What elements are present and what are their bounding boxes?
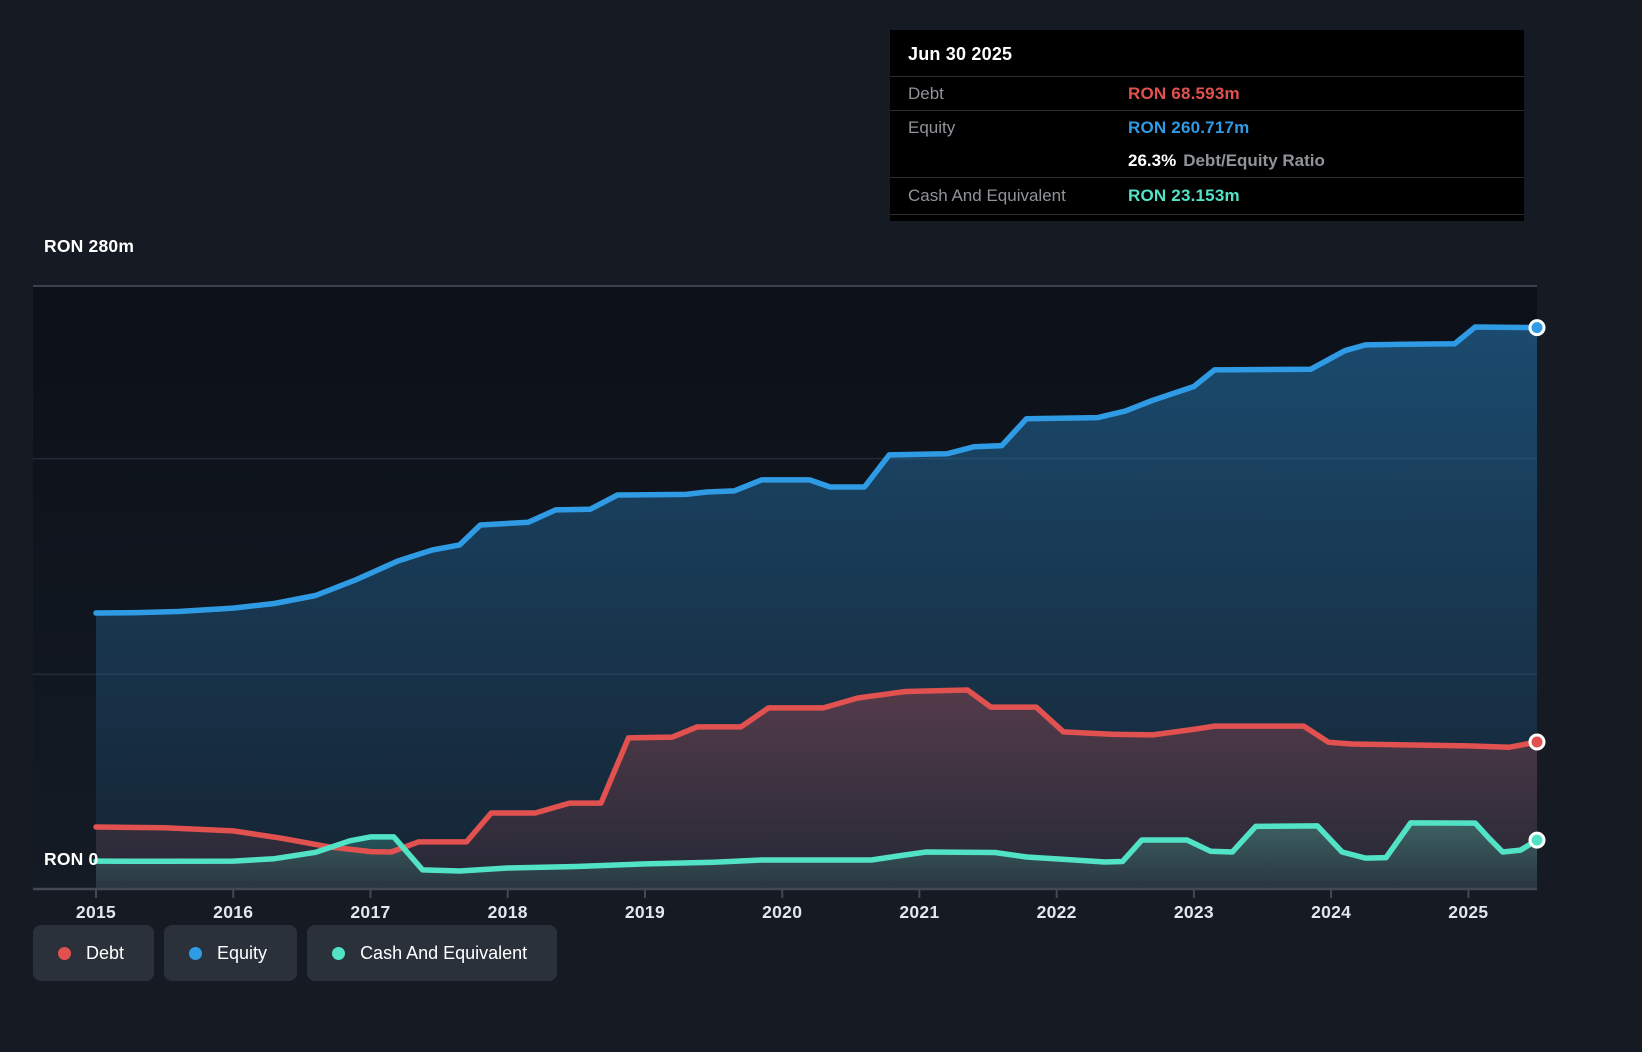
x-axis-label-2023: 2023 <box>1174 902 1214 923</box>
debt-endpoint-marker[interactable] <box>1530 735 1544 749</box>
legend-label-equity: Equity <box>217 943 267 964</box>
tooltip-ratio-value: 26.3% <box>1128 151 1176 171</box>
tooltip-equity-label: Equity <box>908 118 1128 138</box>
equity-legend-dot-icon <box>189 947 202 960</box>
legend: Debt Equity Cash And Equivalent <box>33 925 557 981</box>
x-axis-label-2019: 2019 <box>625 902 665 923</box>
tooltip-cash-value: RON 23.153m <box>1128 186 1240 206</box>
cash-and-equivalent-endpoint-marker[interactable] <box>1530 833 1544 847</box>
legend-chip-cash-and-equivalent[interactable]: Cash And Equivalent <box>307 925 557 981</box>
debt-equity-history-panel: RON 280m RON 0 2015 2016 2017 2018 2019 2020 2… <box>0 0 1642 1052</box>
x-axis-label-2016: 2016 <box>213 902 253 923</box>
legend-label-cash-and-equivalent: Cash And Equivalent <box>360 943 527 964</box>
tooltip: Jun 30 2025 Debt RON 68.593m Equity RON … <box>890 30 1524 221</box>
x-axis-label-2018: 2018 <box>488 902 528 923</box>
y-axis-label-top: RON 280m <box>44 236 134 257</box>
tooltip-cash-label: Cash And Equivalent <box>908 186 1128 206</box>
x-axis-label-2020: 2020 <box>762 902 802 923</box>
tooltip-equity-value: RON 260.717m <box>1128 118 1249 138</box>
legend-chip-debt[interactable]: Debt <box>33 925 154 981</box>
x-axis-label-2017: 2017 <box>350 902 390 923</box>
legend-label-debt: Debt <box>86 943 124 964</box>
tooltip-row-debt: Debt RON 68.593m <box>890 76 1524 110</box>
legend-chip-equity[interactable]: Equity <box>164 925 297 981</box>
cash-and-equivalent-legend-dot-icon <box>332 947 345 960</box>
tooltip-row-cash: Cash And Equivalent RON 23.153m <box>890 177 1524 215</box>
tooltip-row-ratio: 26.3% Debt/Equity Ratio <box>890 144 1524 177</box>
equity-endpoint-marker[interactable] <box>1530 321 1544 335</box>
tooltip-date: Jun 30 2025 <box>890 30 1524 76</box>
x-axis-label-2024: 2024 <box>1311 902 1351 923</box>
debt-legend-dot-icon <box>58 947 71 960</box>
x-axis-label-2025: 2025 <box>1448 902 1488 923</box>
x-axis-label-2022: 2022 <box>1037 902 1077 923</box>
tooltip-row-equity: Equity RON 260.717m <box>890 110 1524 144</box>
x-axis-label-2015: 2015 <box>76 902 116 923</box>
x-axis-label-2021: 2021 <box>899 902 939 923</box>
tooltip-debt-label: Debt <box>908 84 1128 104</box>
tooltip-debt-value: RON 68.593m <box>1128 84 1240 104</box>
y-axis-label-zero: RON 0 <box>44 849 98 870</box>
tooltip-ratio-label: Debt/Equity Ratio <box>1183 151 1325 171</box>
